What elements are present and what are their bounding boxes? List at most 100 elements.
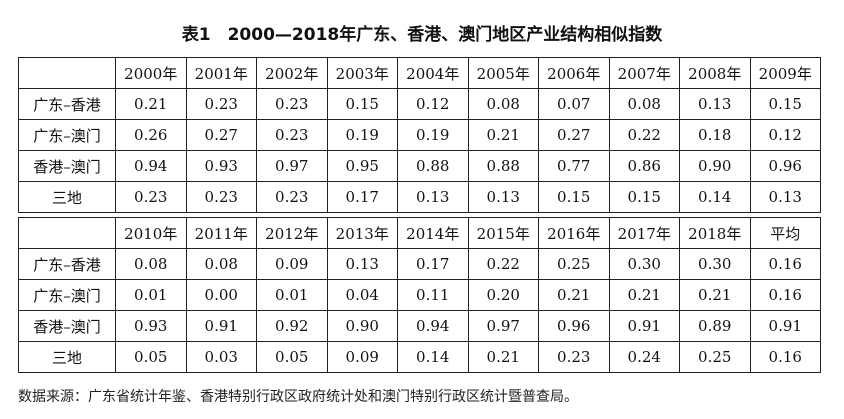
row-label: 广东–香港 [18, 88, 116, 120]
data-row: 广东–澳门 0.01 0.00 0.01 0.04 0.11 0.20 0.21 0.21 0.2… [18, 279, 821, 311]
row-label: 香港–澳门 [18, 310, 116, 342]
value-cell: 0.93 [115, 310, 187, 342]
value-cell: 0.91 [185, 310, 257, 342]
value-cell: 0.03 [185, 341, 257, 373]
data-row: 香港–澳门 0.93 0.91 0.92 0.90 0.94 0.97 0.96 0.91 0.8… [18, 310, 821, 342]
value-cell: 0.18 [679, 119, 751, 151]
column-header: 2001年 [185, 57, 257, 89]
data-table: 2010年 2011年 2012年 2013年 2014年 2015年 2016年 2017年… [18, 217, 821, 373]
value-cell: 0.22 [467, 248, 539, 280]
row-label: 广东–香港 [18, 248, 116, 280]
data-row: 三地 0.23 0.23 0.23 0.17 0.13 0.13 0.15 0.15 0.14 0.… [18, 181, 821, 213]
source-note: 数据来源：广东省统计年鉴、香港特别行政区政府统计处和澳门特别行政区统计暨普查局。 [18, 389, 578, 405]
column-header: 2012年 [256, 217, 328, 249]
value-cell: 0.13 [397, 181, 469, 213]
header-row: 2000年 2001年 2002年 2003年 2004年 2005年 2006年 2007年… [18, 57, 821, 89]
header-row: 2010年 2011年 2012年 2013年 2014年 2015年 2016年 2017年… [18, 217, 821, 249]
column-header: 2013年 [326, 217, 398, 249]
value-cell: 0.21 [679, 279, 751, 311]
value-cell: 0.07 [538, 88, 610, 120]
value-cell: 0.91 [749, 310, 821, 342]
value-cell: 0.15 [608, 181, 680, 213]
row-label: 三地 [18, 341, 116, 373]
value-cell: 0.23 [115, 181, 187, 213]
row-label: 三地 [18, 181, 116, 213]
value-cell: 0.20 [467, 279, 539, 311]
value-cell: 0.23 [256, 88, 328, 120]
value-cell: 0.09 [256, 248, 328, 280]
value-cell: 0.88 [467, 150, 539, 182]
value-cell: 0.89 [679, 310, 751, 342]
value-cell: 0.05 [115, 341, 187, 373]
value-cell: 0.94 [397, 310, 469, 342]
column-header: 2000年 [115, 57, 187, 89]
value-cell: 0.26 [115, 119, 187, 151]
table-title: 表1 2000—2018年广东、香港、澳门地区产业结构相似指数 [181, 25, 663, 45]
data-row: 广东–香港 0.08 0.08 0.09 0.13 0.17 0.22 0.25 0.30 0.3… [18, 248, 821, 280]
column-header: 2008年 [679, 57, 751, 89]
value-cell: 0.27 [538, 119, 610, 151]
value-cell: 0.13 [749, 181, 821, 213]
value-cell: 0.08 [115, 248, 187, 280]
value-cell: 0.90 [326, 310, 398, 342]
value-cell: 0.95 [326, 150, 398, 182]
value-cell: 0.14 [397, 341, 469, 373]
value-cell: 0.01 [115, 279, 187, 311]
column-header: 2009年 [749, 57, 821, 89]
value-cell: 0.15 [538, 181, 610, 213]
value-cell: 0.96 [749, 150, 821, 182]
column-header: 平均 [749, 217, 821, 249]
value-cell: 0.25 [538, 248, 610, 280]
value-cell: 0.13 [467, 181, 539, 213]
value-cell: 0.22 [608, 119, 680, 151]
value-cell: 0.15 [749, 88, 821, 120]
value-cell: 0.93 [185, 150, 257, 182]
value-cell: 0.16 [749, 341, 821, 373]
column-header: 2006年 [538, 57, 610, 89]
column-header: 2018年 [679, 217, 751, 249]
value-cell: 0.05 [256, 341, 328, 373]
value-cell: 0.01 [256, 279, 328, 311]
row-label: 广东–澳门 [18, 279, 116, 311]
value-cell: 0.13 [679, 88, 751, 120]
value-cell: 0.15 [326, 88, 398, 120]
row-label: 香港–澳门 [18, 150, 116, 182]
value-cell: 0.16 [749, 248, 821, 280]
value-cell: 0.92 [256, 310, 328, 342]
column-header: 2011年 [185, 217, 257, 249]
value-cell: 0.21 [538, 279, 610, 311]
corner-cell [18, 217, 116, 249]
value-cell: 0.21 [467, 119, 539, 151]
row-label: 广东–澳门 [18, 119, 116, 151]
value-cell: 0.12 [749, 119, 821, 151]
column-header: 2017年 [608, 217, 680, 249]
value-cell: 0.21 [115, 88, 187, 120]
value-cell: 0.23 [185, 181, 257, 213]
value-cell: 0.11 [397, 279, 469, 311]
value-cell: 0.19 [326, 119, 398, 151]
column-header: 2004年 [397, 57, 469, 89]
value-cell: 0.23 [538, 341, 610, 373]
value-cell: 0.21 [467, 341, 539, 373]
value-cell: 0.19 [397, 119, 469, 151]
data-row: 香港–澳门 0.94 0.93 0.97 0.95 0.88 0.88 0.77 0.86 0.9… [18, 150, 821, 182]
column-header: 2010年 [115, 217, 187, 249]
value-cell: 0.96 [538, 310, 610, 342]
value-cell: 0.13 [326, 248, 398, 280]
value-cell: 0.00 [185, 279, 257, 311]
data-row: 广东–澳门 0.26 0.27 0.23 0.19 0.19 0.21 0.27 0.22 0.1… [18, 119, 821, 151]
column-header: 2003年 [326, 57, 398, 89]
value-cell: 0.97 [467, 310, 539, 342]
value-cell: 0.14 [679, 181, 751, 213]
data-row: 三地 0.05 0.03 0.05 0.09 0.14 0.21 0.23 0.24 0.25 0.… [18, 341, 821, 373]
column-header: 2002年 [256, 57, 328, 89]
value-cell: 0.23 [256, 181, 328, 213]
value-cell: 0.77 [538, 150, 610, 182]
value-cell: 0.08 [467, 88, 539, 120]
value-cell: 0.94 [115, 150, 187, 182]
column-header: 2005年 [467, 57, 539, 89]
value-cell: 0.08 [185, 248, 257, 280]
value-cell: 0.86 [608, 150, 680, 182]
column-header: 2007年 [608, 57, 680, 89]
